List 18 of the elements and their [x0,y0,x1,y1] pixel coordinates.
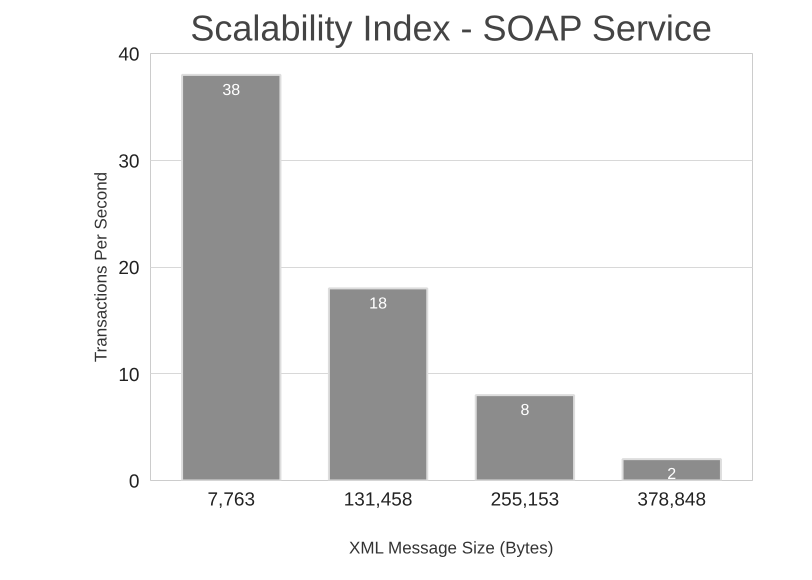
x-tick-label: 131,458 [344,490,412,510]
bar [474,394,576,480]
x-tick-label: 255,153 [490,490,560,510]
y-tick-label: 40 [118,44,140,66]
y-axis-title: Transactions Per Second [91,172,110,362]
chart-title: Scalability Index - SOAP Service [190,8,712,48]
data-label: 8 [520,402,530,420]
x-axis-title: XML Message Size (Bytes) [348,538,554,558]
y-tick-label: 0 [128,472,140,492]
y-tick-label: 20 [118,258,140,279]
y-tick-label: 10 [118,364,140,386]
x-tick-label: 378,848 [637,490,706,510]
data-label: 2 [667,466,676,484]
bar [622,458,722,480]
y-tick-label: 30 [118,151,140,172]
x-tick-label: 7,763 [207,490,256,510]
data-label: 18 [369,295,388,312]
data-label: 38 [222,82,240,99]
